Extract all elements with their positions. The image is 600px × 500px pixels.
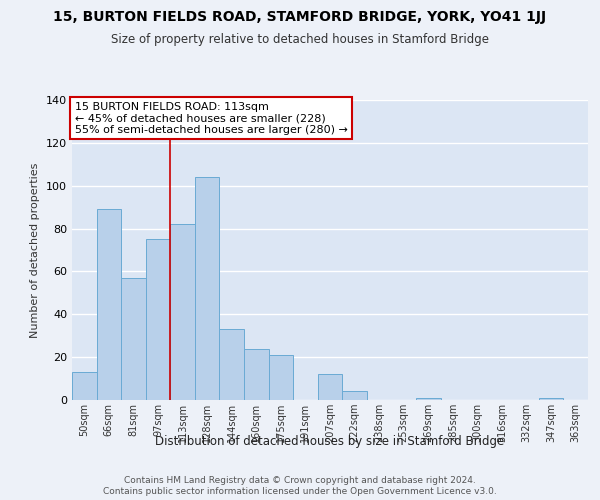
Bar xyxy=(269,355,293,400)
Text: 15 BURTON FIELDS ROAD: 113sqm
← 45% of detached houses are smaller (228)
55% of : 15 BURTON FIELDS ROAD: 113sqm ← 45% of d… xyxy=(74,102,347,134)
Bar xyxy=(97,210,121,400)
Bar xyxy=(146,240,170,400)
Text: Contains HM Land Registry data © Crown copyright and database right 2024.: Contains HM Land Registry data © Crown c… xyxy=(124,476,476,485)
Text: Contains public sector information licensed under the Open Government Licence v3: Contains public sector information licen… xyxy=(103,488,497,496)
Bar xyxy=(342,392,367,400)
Text: 15, BURTON FIELDS ROAD, STAMFORD BRIDGE, YORK, YO41 1JJ: 15, BURTON FIELDS ROAD, STAMFORD BRIDGE,… xyxy=(53,10,547,24)
Bar xyxy=(539,398,563,400)
Bar xyxy=(121,278,146,400)
Bar xyxy=(220,330,244,400)
Bar xyxy=(416,398,440,400)
Bar xyxy=(170,224,195,400)
Bar xyxy=(244,348,269,400)
Bar xyxy=(318,374,342,400)
Text: Size of property relative to detached houses in Stamford Bridge: Size of property relative to detached ho… xyxy=(111,32,489,46)
Text: Distribution of detached houses by size in Stamford Bridge: Distribution of detached houses by size … xyxy=(155,435,505,448)
Bar xyxy=(195,177,220,400)
Y-axis label: Number of detached properties: Number of detached properties xyxy=(31,162,40,338)
Bar xyxy=(72,372,97,400)
